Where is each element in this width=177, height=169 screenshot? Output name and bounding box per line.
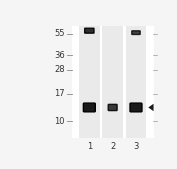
Bar — [72, 26, 154, 138]
Bar — [79, 26, 100, 138]
Polygon shape — [148, 104, 153, 111]
Text: 28: 28 — [54, 66, 65, 75]
Text: 17: 17 — [54, 89, 65, 98]
Text: 55: 55 — [54, 29, 65, 38]
FancyBboxPatch shape — [132, 31, 140, 34]
Bar — [102, 26, 123, 138]
Bar — [126, 26, 146, 138]
Text: 2: 2 — [110, 142, 115, 151]
FancyBboxPatch shape — [85, 28, 94, 33]
Text: 10: 10 — [54, 117, 65, 126]
Text: 36: 36 — [54, 51, 65, 60]
FancyBboxPatch shape — [83, 103, 95, 112]
Text: 3: 3 — [133, 142, 139, 151]
FancyBboxPatch shape — [130, 103, 142, 112]
FancyBboxPatch shape — [108, 104, 117, 111]
Text: 1: 1 — [87, 142, 92, 151]
